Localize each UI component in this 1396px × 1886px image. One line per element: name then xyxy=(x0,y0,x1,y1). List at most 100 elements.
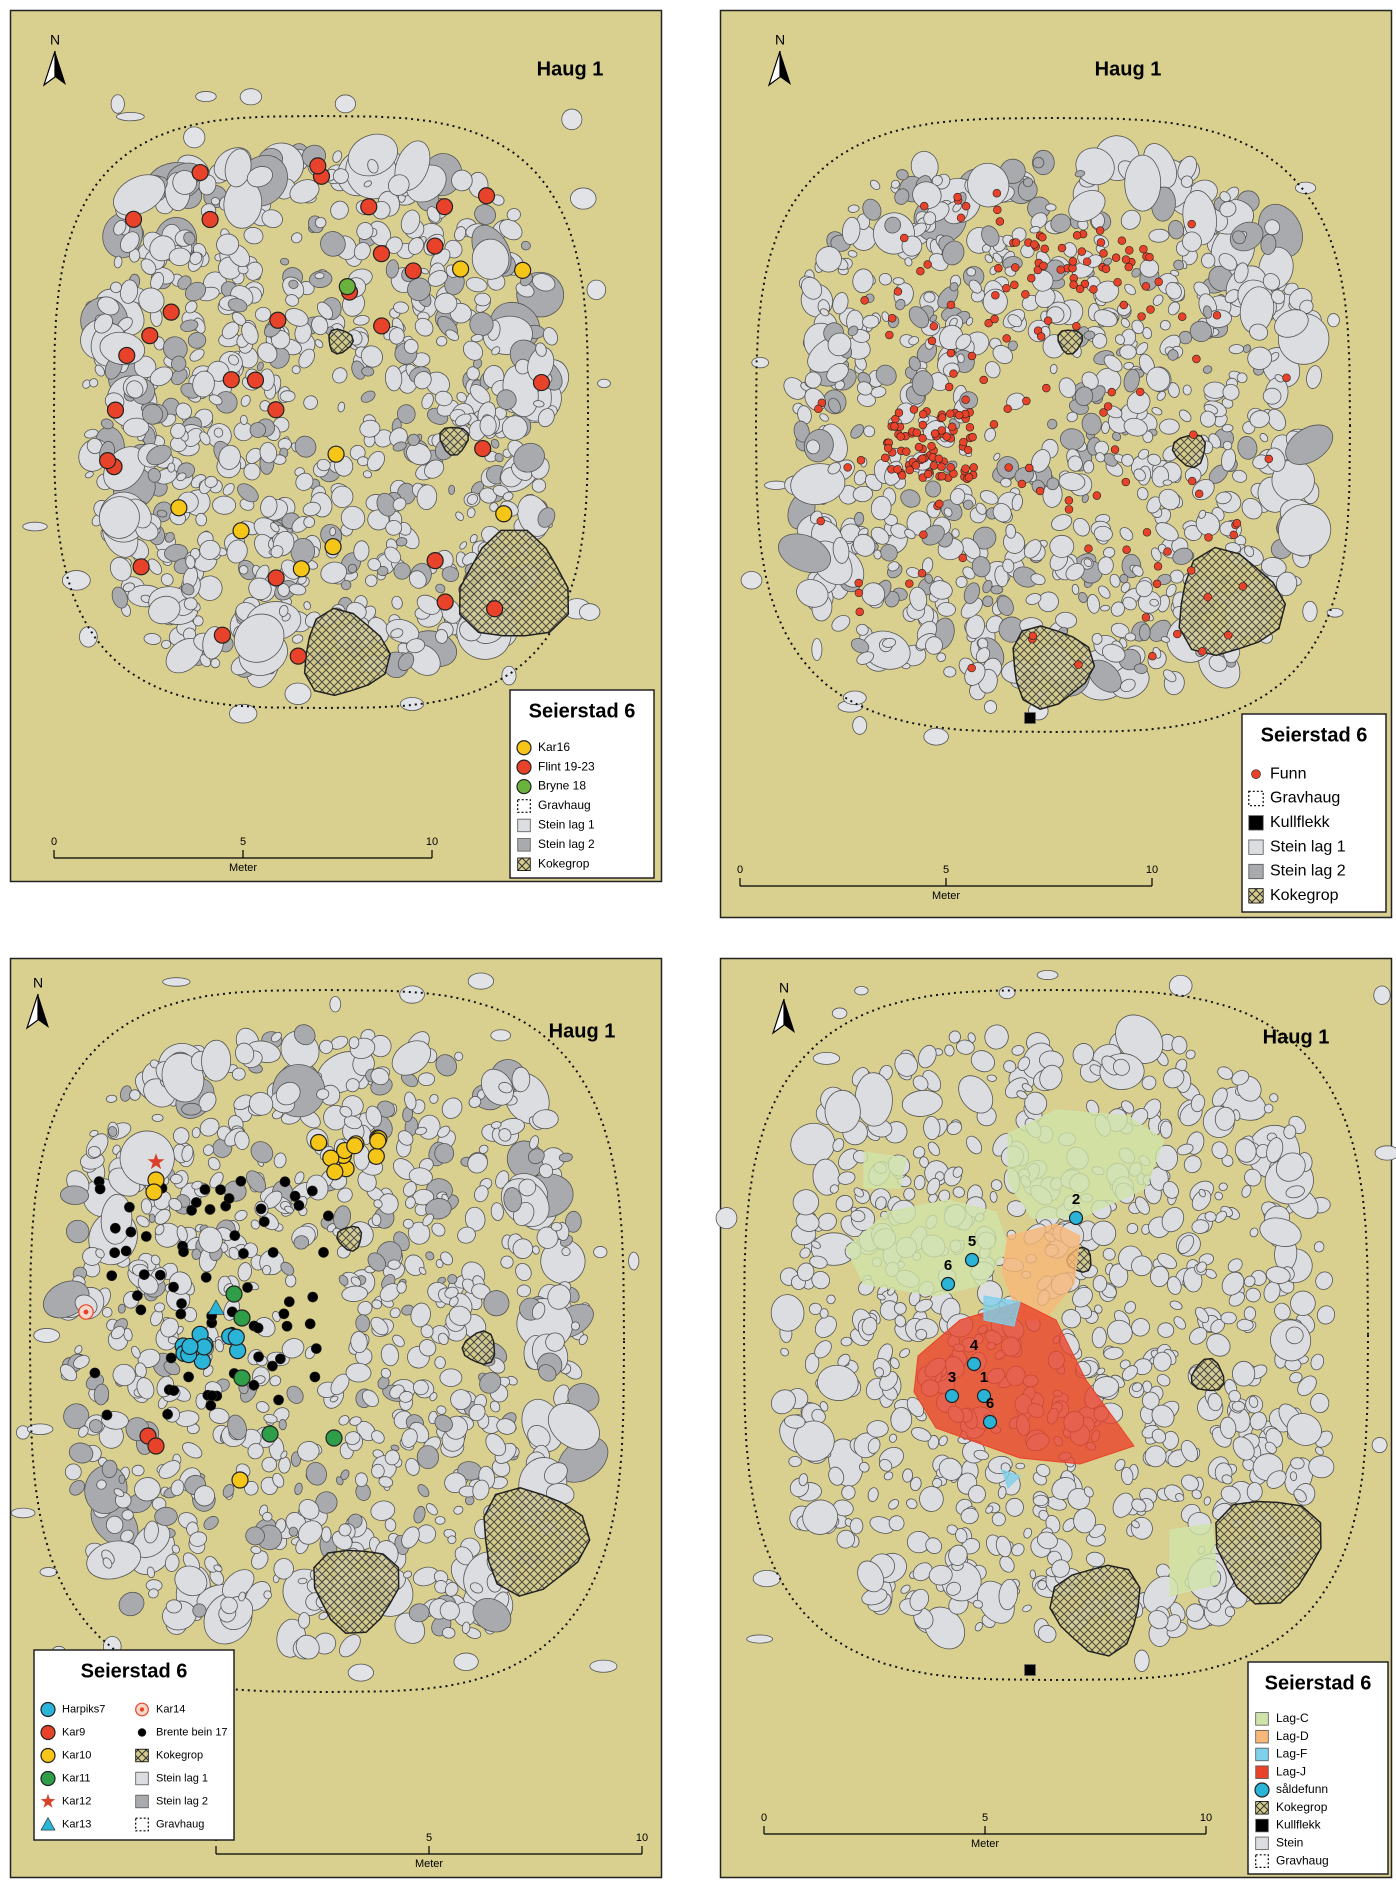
stone xyxy=(984,361,1001,379)
stone xyxy=(874,1367,885,1378)
legend-label: Harpiks7 xyxy=(62,1703,105,1715)
cooking-pit xyxy=(1171,433,1206,469)
stone xyxy=(147,558,163,575)
stone xyxy=(1183,525,1203,541)
stone xyxy=(1123,362,1134,370)
find xyxy=(1010,280,1019,290)
stone xyxy=(1180,175,1194,188)
legend-label: såldefunn xyxy=(1276,1782,1328,1796)
stone xyxy=(118,1474,126,1484)
stone xyxy=(450,1389,472,1411)
stone xyxy=(1025,593,1042,605)
stone xyxy=(923,211,937,226)
sieve-find xyxy=(964,1252,980,1268)
stone xyxy=(93,313,113,334)
find xyxy=(1064,505,1074,514)
stone xyxy=(875,364,897,386)
stone xyxy=(1022,177,1034,188)
stone xyxy=(796,579,829,608)
stone xyxy=(537,408,555,428)
stone xyxy=(467,972,494,990)
stone xyxy=(1094,280,1120,303)
stone xyxy=(1181,231,1202,252)
find xyxy=(1117,236,1127,245)
stone xyxy=(1119,344,1137,360)
map-title: Haug 1 xyxy=(549,1020,616,1042)
stone xyxy=(222,482,235,496)
stone xyxy=(329,527,337,537)
stone xyxy=(870,386,887,398)
stone xyxy=(241,321,259,345)
burnt-bone xyxy=(94,1183,106,1195)
stone xyxy=(402,1218,414,1229)
stone xyxy=(353,242,371,261)
stone xyxy=(138,287,165,314)
stone xyxy=(297,1577,308,1585)
find xyxy=(961,464,970,473)
find xyxy=(885,330,894,340)
stone xyxy=(1231,1400,1246,1412)
find xyxy=(881,453,890,463)
find xyxy=(1035,486,1045,496)
stone xyxy=(278,1419,287,1431)
burnt-bone xyxy=(281,1320,293,1332)
stone xyxy=(376,565,389,577)
stone xyxy=(1122,596,1137,611)
legend-label: Kar12 xyxy=(62,1795,91,1807)
find xyxy=(1040,244,1049,254)
stone xyxy=(189,348,205,362)
stone xyxy=(354,1472,368,1487)
stone xyxy=(1244,545,1255,558)
legend-symbol xyxy=(1255,1765,1269,1779)
stone xyxy=(922,557,934,574)
stone xyxy=(195,91,217,103)
stone xyxy=(33,1328,61,1343)
find xyxy=(1021,290,1030,299)
legend-symbol xyxy=(135,1794,149,1809)
burnt-bone xyxy=(140,1231,152,1242)
stone xyxy=(239,88,263,106)
stone xyxy=(466,366,480,381)
stone xyxy=(550,1222,563,1232)
find xyxy=(346,1137,364,1155)
stone xyxy=(1086,594,1100,614)
stone xyxy=(1178,330,1193,345)
stone xyxy=(414,317,434,337)
stone xyxy=(215,391,238,414)
stone xyxy=(1241,498,1263,520)
sieve-find xyxy=(966,1356,982,1372)
stone xyxy=(385,259,399,279)
stone xyxy=(1262,387,1282,405)
burnt-bone xyxy=(154,1269,166,1281)
find xyxy=(233,1369,251,1387)
legend-label: Gravhaug xyxy=(156,1818,204,1830)
sieve-find xyxy=(1068,1210,1084,1226)
find xyxy=(916,266,925,276)
stone xyxy=(1095,452,1106,463)
stone xyxy=(1146,366,1171,392)
legend-title: Seierstad 6 xyxy=(529,700,636,722)
find xyxy=(902,447,911,456)
burnt-bone xyxy=(242,1282,253,1293)
stone xyxy=(89,378,99,388)
find xyxy=(404,262,422,280)
stone xyxy=(984,254,993,264)
stone xyxy=(870,526,890,545)
stone xyxy=(900,489,921,508)
charcoal-spot xyxy=(1024,712,1036,724)
stone xyxy=(151,1113,164,1122)
stone xyxy=(213,427,224,438)
stone xyxy=(1285,424,1334,465)
find xyxy=(927,441,936,451)
map-panel: Haug 1 N 0 5 10 Meter Seierstad 6 Kar16 Flint 19… xyxy=(9,9,663,883)
burnt-bone xyxy=(138,1269,150,1280)
stone xyxy=(1065,563,1085,581)
stone xyxy=(597,378,611,388)
stone xyxy=(1075,147,1115,186)
burnt-bone xyxy=(278,1308,290,1320)
stone xyxy=(1101,421,1110,434)
stone xyxy=(448,484,456,495)
stone xyxy=(171,368,188,386)
legend-symbol xyxy=(516,778,532,795)
stone xyxy=(852,485,874,503)
